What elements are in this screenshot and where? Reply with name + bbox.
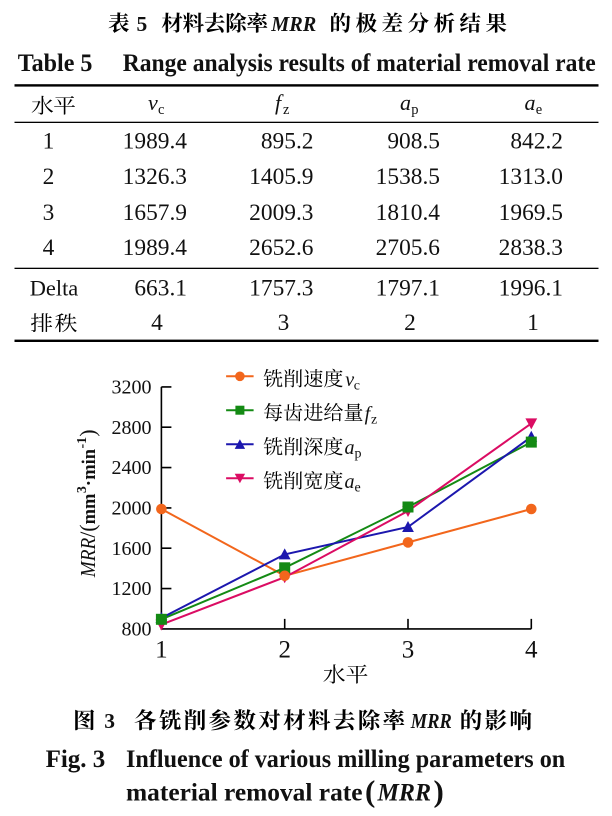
svg-text:Range analysis results of mate: Range analysis results of material remov…: [123, 50, 596, 77]
svg-text:): ): [75, 429, 100, 436]
svg-text:v: v: [148, 90, 158, 115]
svg-text:MRR: MRR: [410, 709, 452, 733]
svg-text:4: 4: [43, 235, 55, 261]
svg-text:1600: 1600: [112, 538, 152, 560]
svg-text:f: f: [365, 403, 373, 425]
svg-text:1326.3: 1326.3: [123, 164, 187, 190]
svg-text:800: 800: [122, 619, 152, 641]
svg-text:2838.3: 2838.3: [499, 235, 563, 261]
svg-text:1969.5: 1969.5: [499, 200, 563, 226]
svg-text:1996.1: 1996.1: [499, 276, 563, 302]
svg-text:2705.6: 2705.6: [376, 235, 440, 261]
svg-text:2400: 2400: [112, 457, 152, 479]
svg-text:Fig. 3: Fig. 3: [46, 746, 106, 773]
svg-text:a: a: [345, 437, 355, 459]
svg-text:a: a: [525, 90, 536, 115]
svg-text:3200: 3200: [112, 377, 152, 399]
svg-text:z: z: [371, 412, 377, 427]
svg-text:e: e: [536, 102, 542, 118]
svg-text:1: 1: [527, 310, 539, 336]
svg-text:a: a: [345, 471, 355, 493]
svg-text:1405.9: 1405.9: [249, 164, 313, 190]
svg-text:(: (: [365, 774, 375, 809]
svg-text:/(: /(: [75, 524, 100, 537]
svg-text:MRR: MRR: [76, 538, 100, 579]
svg-text:1: 1: [43, 128, 55, 154]
svg-text:1989.4: 1989.4: [123, 235, 188, 261]
svg-text:895.2: 895.2: [261, 128, 314, 154]
svg-text:mm: mm: [80, 493, 100, 524]
svg-text:1657.9: 1657.9: [123, 200, 187, 226]
svg-text:2: 2: [404, 310, 416, 336]
svg-text:1757.3: 1757.3: [249, 276, 313, 302]
svg-text:3: 3: [104, 709, 115, 733]
svg-text:Table 5: Table 5: [18, 50, 93, 77]
svg-text:MRR: MRR: [377, 779, 431, 806]
svg-text:663.1: 663.1: [134, 276, 187, 302]
svg-text:min: min: [80, 448, 100, 480]
svg-text:4: 4: [525, 636, 538, 663]
svg-text:1313.0: 1313.0: [499, 164, 563, 190]
svg-text:a: a: [400, 90, 411, 115]
svg-text:1989.4: 1989.4: [123, 128, 188, 154]
svg-text:e: e: [355, 480, 361, 495]
svg-text:c: c: [354, 378, 360, 393]
svg-text:908.5: 908.5: [387, 128, 440, 154]
svg-text:4: 4: [151, 310, 163, 336]
svg-text:p: p: [411, 102, 418, 118]
svg-text:1538.5: 1538.5: [376, 164, 440, 190]
svg-text:Delta: Delta: [30, 276, 79, 301]
svg-text:·: ·: [80, 480, 100, 486]
svg-text:): ): [434, 774, 444, 809]
svg-text:v: v: [345, 369, 354, 391]
svg-text:Influence of various milling p: Influence of various milling parameters …: [126, 746, 565, 773]
svg-text:MRR: MRR: [270, 12, 316, 36]
svg-text:material removal rate: material removal rate: [126, 779, 363, 806]
svg-text:5: 5: [137, 12, 148, 36]
svg-text:1200: 1200: [112, 578, 152, 600]
svg-text:p: p: [355, 446, 362, 461]
svg-text:842.2: 842.2: [510, 128, 563, 154]
svg-text:3: 3: [278, 310, 290, 336]
svg-text:3: 3: [402, 636, 415, 663]
svg-text:1: 1: [155, 636, 168, 663]
svg-text:c: c: [158, 102, 164, 118]
svg-text:2009.3: 2009.3: [249, 200, 313, 226]
svg-text:3: 3: [75, 486, 90, 493]
svg-text:2800: 2800: [112, 417, 152, 439]
svg-text:-1: -1: [75, 437, 90, 449]
svg-text:1810.4: 1810.4: [376, 200, 441, 226]
svg-text:3: 3: [43, 200, 55, 226]
svg-text:2: 2: [278, 636, 291, 663]
svg-text:1797.1: 1797.1: [376, 276, 440, 302]
svg-text:z: z: [283, 102, 290, 118]
svg-text:2: 2: [43, 164, 55, 190]
svg-text:2000: 2000: [112, 498, 152, 520]
svg-text:f: f: [275, 90, 284, 115]
svg-text:2652.6: 2652.6: [249, 235, 313, 261]
